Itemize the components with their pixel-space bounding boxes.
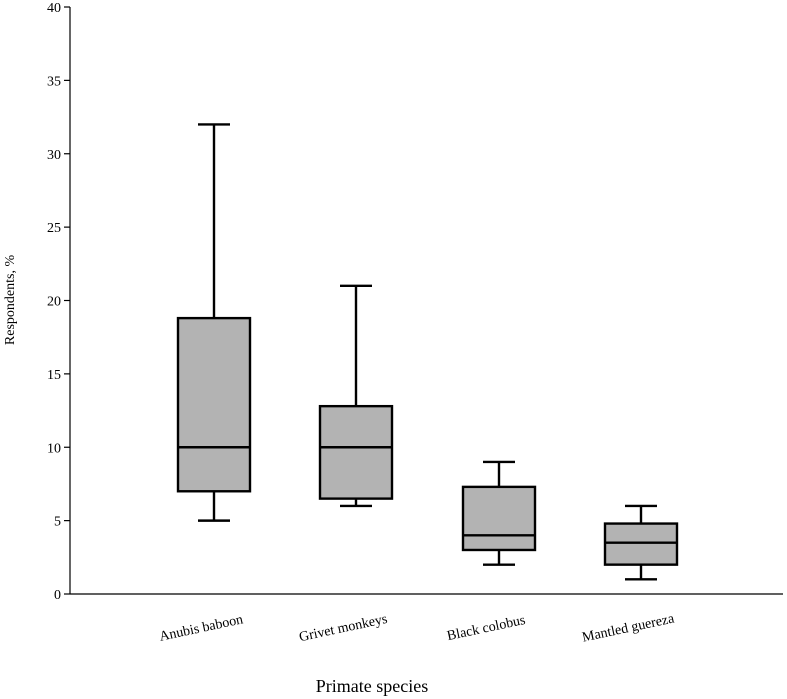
y-axis-title: Respondents, %: [3, 255, 18, 346]
x-category-label: Grivet monkeys: [298, 612, 389, 645]
y-tick-label: 25: [47, 221, 61, 236]
boxes: [176, 123, 679, 581]
axes: [69, 7, 783, 595]
y-ticks: 0 5 10 15 20 25 30 35 40: [47, 1, 70, 603]
y-tick-label: 0: [54, 588, 61, 603]
x-category-label: Anubis baboon: [158, 612, 244, 644]
iqr-box: [603, 522, 679, 566]
y-tick-label: 15: [47, 368, 61, 383]
x-category-label: Mantled guereza: [581, 611, 677, 645]
y-tick-label: 20: [47, 295, 61, 310]
y-tick-label: 30: [47, 148, 61, 163]
y-tick-label: 40: [47, 1, 61, 16]
iqr-box: [318, 404, 394, 500]
y-tick-label: 10: [47, 441, 61, 456]
x-category-label: Black colobus: [446, 613, 527, 644]
x-axis-title: Primate species: [316, 676, 428, 696]
category-labels: Anubis baboon Grivet monkeys Black colobus…: [158, 611, 676, 645]
y-tick-label: 35: [47, 74, 61, 89]
y-tick-label: 5: [54, 515, 61, 530]
box-group: [603, 504, 679, 581]
box-group: [176, 123, 252, 522]
iqr-box: [461, 485, 537, 552]
box-group: [318, 284, 394, 508]
iqr-box: [176, 316, 252, 493]
box-group: [461, 460, 537, 566]
